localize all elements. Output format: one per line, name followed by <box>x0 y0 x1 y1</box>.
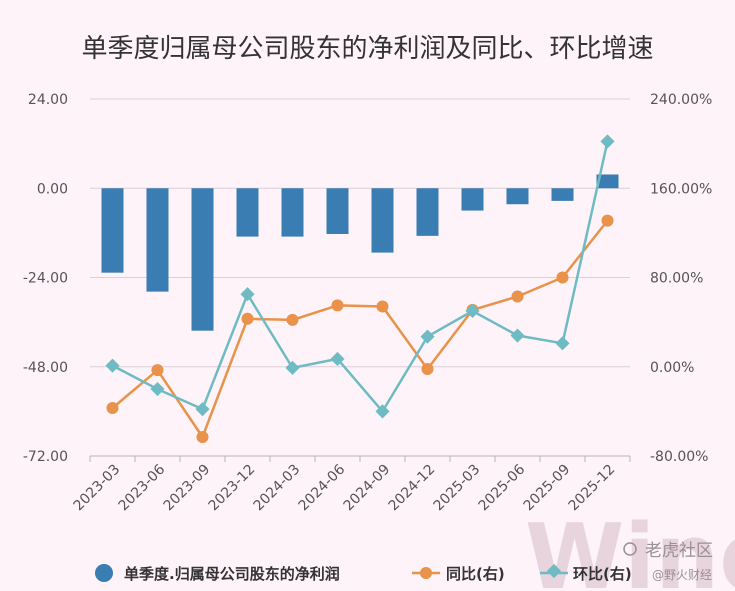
x-tick-label: 2024-12 <box>386 462 439 515</box>
qoq-point <box>105 358 120 373</box>
bar <box>191 188 214 331</box>
right-tick-label: 0.00% <box>650 360 694 376</box>
watermark-brand: 老虎社区 <box>645 541 713 561</box>
bar <box>551 188 574 201</box>
legend-item-qoq[interactable]: 环比(右) <box>540 563 632 583</box>
bar <box>101 188 124 273</box>
bar <box>506 188 529 205</box>
qoq-point <box>420 329 435 344</box>
qoq-point <box>240 287 255 302</box>
right-tick-label: 160.00% <box>650 181 712 197</box>
yoy-point <box>106 402 119 415</box>
legend-swatch-net-profit <box>95 564 113 582</box>
chart-title: 单季度归属母公司股东的净利润及同比、环比增速 <box>81 34 654 64</box>
watermark: Wind 老虎社区 @野火财经 <box>525 505 735 591</box>
yoy-point <box>241 312 254 325</box>
bar <box>461 188 484 211</box>
qoq-point <box>600 134 615 149</box>
yoy-line <box>111 219 609 439</box>
yoy-point <box>511 290 524 303</box>
watermark-handle: @野火财经 <box>652 568 712 582</box>
left-axis: 24.00 0.00 -24.00 -48.00 -72.00 <box>23 92 68 465</box>
legend-marker-qoq <box>546 563 562 579</box>
x-tick-label: 2024-09 <box>341 462 394 515</box>
bar-series <box>101 174 619 331</box>
x-tick-label: 2023-09 <box>161 462 214 515</box>
left-tick-label: -48.00 <box>23 360 68 376</box>
bar <box>236 188 259 237</box>
yoy-point <box>376 300 389 313</box>
right-tick-label: 240.00% <box>650 92 712 108</box>
bar <box>146 188 169 292</box>
legend-label-yoy: 同比(右) <box>446 565 505 583</box>
qoq-point <box>510 328 525 343</box>
bar <box>416 188 439 236</box>
legend-label-net-profit: 单季度.归属母公司股东的净利润 <box>124 565 340 583</box>
left-tick-label: -72.00 <box>23 449 68 465</box>
left-tick-label: 0.00 <box>37 181 68 197</box>
yoy-point <box>196 431 209 444</box>
left-tick-label: 24.00 <box>28 92 68 108</box>
x-tick-label: 2023-06 <box>116 461 169 514</box>
right-axis: 240.00% 160.00% 80.00% 0.00% -80.00% <box>650 92 712 465</box>
x-tick-label: 2025-03 <box>431 462 484 515</box>
right-tick-label: 80.00% <box>650 271 703 287</box>
x-tick-label: 2025-06 <box>476 461 529 514</box>
x-tick-label: 2023-03 <box>71 462 124 515</box>
qoq-point <box>465 303 480 319</box>
yoy-point <box>151 364 164 377</box>
bar <box>371 188 394 253</box>
watermark-wind: Wind <box>525 505 735 591</box>
legend-item-yoy[interactable]: 同比(右) <box>412 565 505 583</box>
x-tick-label: 2023-12 <box>206 462 259 515</box>
qoq-point <box>195 402 210 417</box>
yoy-point <box>601 214 614 227</box>
legend-label-qoq: 环比(右) <box>573 565 632 583</box>
right-tick-label: -80.00% <box>650 449 708 465</box>
bar <box>596 174 619 189</box>
qoq-point <box>150 381 165 397</box>
bar <box>281 188 304 237</box>
x-tick-label: 2024-06 <box>296 461 349 514</box>
grid <box>90 98 630 457</box>
yoy-point <box>421 362 434 375</box>
legend-marker-yoy <box>420 567 432 579</box>
legend: 单季度.归属母公司股东的净利润 同比(右) 环比(右) <box>95 563 632 583</box>
paw-icon <box>623 542 637 556</box>
qoq-point <box>555 336 570 351</box>
qoq-point <box>285 360 300 375</box>
left-tick-label: -24.00 <box>23 271 68 287</box>
line-series <box>105 134 615 444</box>
qoq-point <box>330 351 345 367</box>
qoq-point <box>375 404 390 419</box>
qoq-line <box>111 141 609 413</box>
yoy-point <box>331 299 344 312</box>
legend-item-net-profit[interactable]: 单季度.归属母公司股东的净利润 <box>95 564 340 583</box>
yoy-point <box>556 271 569 284</box>
x-tick-label: 2024-03 <box>251 462 304 515</box>
yoy-point <box>286 313 299 326</box>
bar <box>326 188 349 234</box>
